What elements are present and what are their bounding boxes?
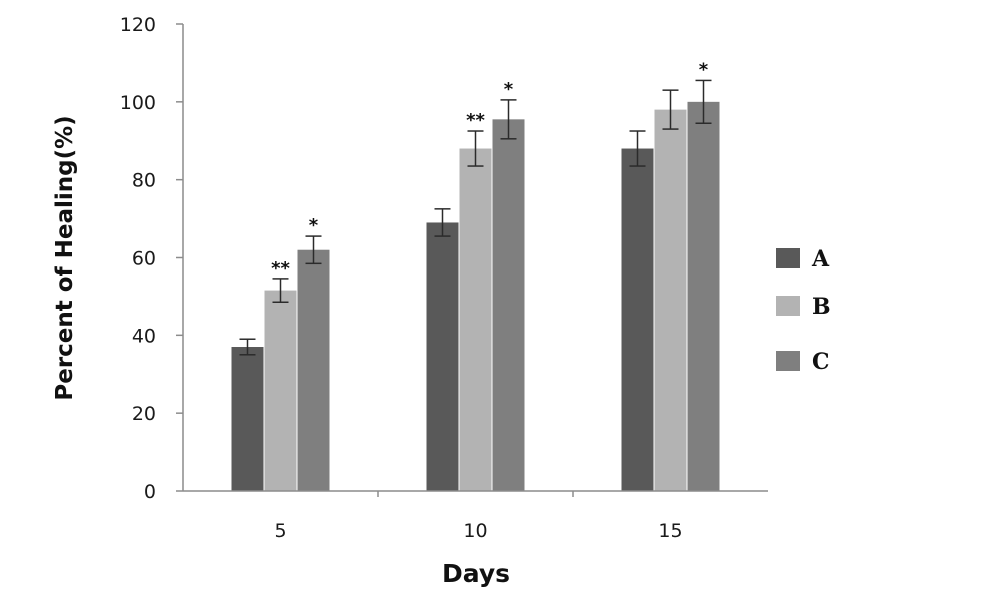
legend: AB C bbox=[776, 246, 831, 375]
y-tick-label: 100 bbox=[120, 92, 156, 114]
legend-swatch-b bbox=[776, 296, 800, 316]
y-tick-label: 120 bbox=[120, 14, 156, 36]
x-tick-label: 15 bbox=[658, 520, 682, 542]
x-ticks-layer: 5 10 15 bbox=[274, 491, 683, 542]
legend-label-c: C bbox=[812, 349, 830, 375]
bar-c-day-10 bbox=[492, 119, 525, 492]
y-ticks-layer: 0 20 40 60 80 100 120 bbox=[120, 14, 183, 503]
legend-swatch-c bbox=[776, 351, 800, 371]
significance-mark: * bbox=[504, 79, 514, 100]
significance-mark: ** bbox=[466, 110, 485, 131]
legend-label-b: B bbox=[812, 294, 831, 320]
error-bars-layer bbox=[239, 79, 712, 356]
y-axis-title: Percent of Healing(%) bbox=[52, 115, 78, 400]
bar-a-day-15 bbox=[621, 148, 654, 492]
y-tick-label: 20 bbox=[132, 403, 156, 425]
bar-b-day-5 bbox=[264, 290, 297, 491]
significance-mark: * bbox=[309, 215, 319, 236]
x-tick-label: 5 bbox=[274, 520, 286, 542]
legend-label-a: A bbox=[811, 246, 830, 272]
bar-c-day-5 bbox=[297, 249, 330, 491]
bar-b-day-10 bbox=[459, 148, 492, 492]
y-tick-label: 80 bbox=[132, 170, 156, 192]
significance-mark: * bbox=[699, 59, 709, 80]
x-tick-label: 10 bbox=[463, 520, 487, 542]
bar-c-day-15 bbox=[687, 101, 720, 491]
y-tick-label: 40 bbox=[132, 325, 156, 347]
bar-a-day-10 bbox=[426, 222, 459, 491]
bar-b-day-15 bbox=[654, 109, 687, 491]
bars-layer bbox=[231, 101, 720, 492]
significance-mark: ** bbox=[271, 258, 290, 279]
significance-marks-layer: ******* bbox=[271, 59, 709, 278]
bar-a-day-5 bbox=[231, 347, 264, 491]
y-tick-label: 0 bbox=[144, 481, 156, 503]
x-axis-title: Days bbox=[442, 559, 510, 588]
y-tick-label: 60 bbox=[132, 248, 156, 270]
legend-swatch-a bbox=[776, 248, 800, 268]
